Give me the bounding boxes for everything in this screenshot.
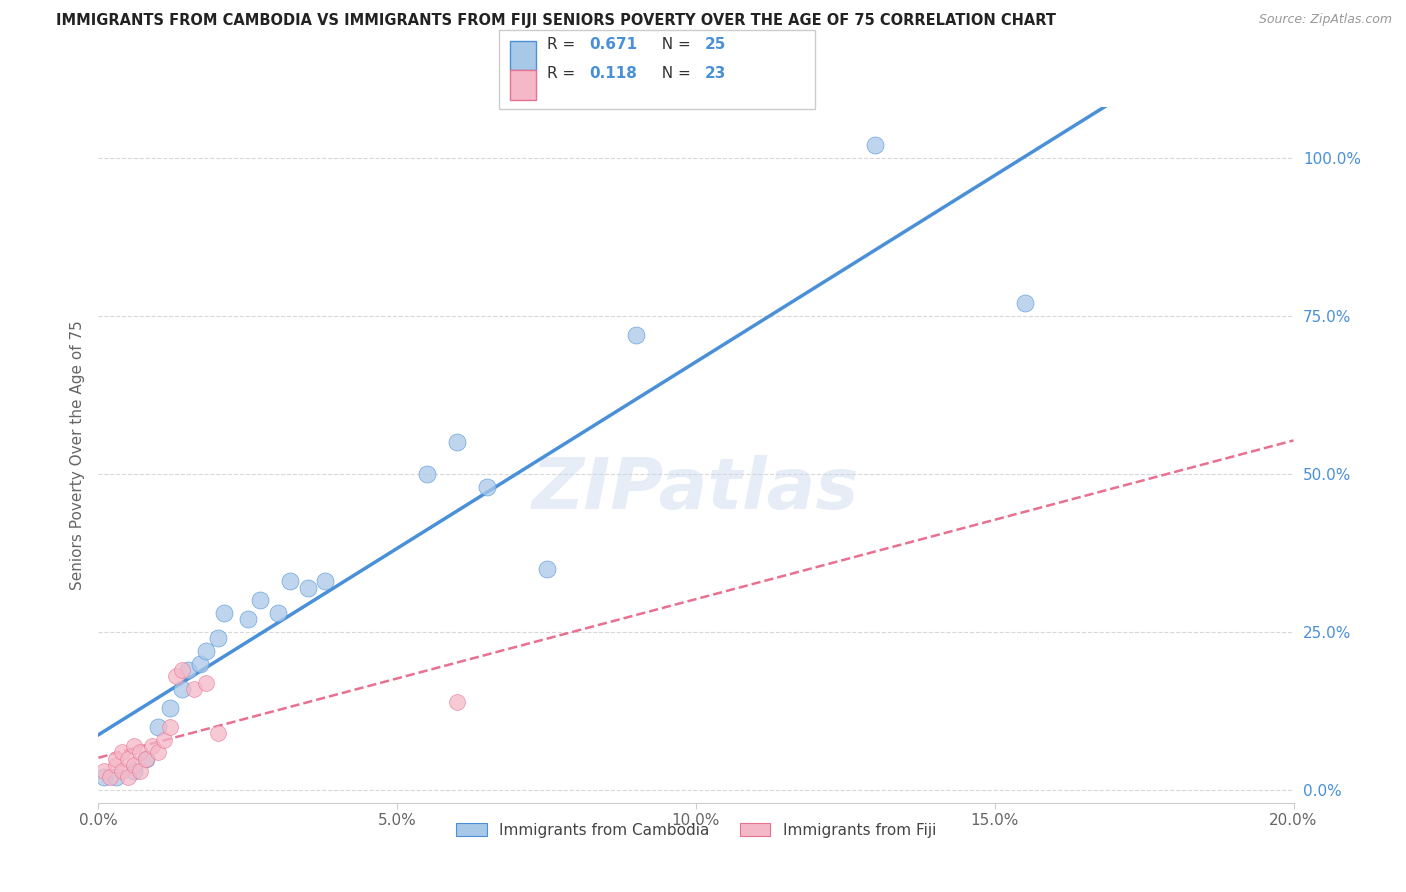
Point	[135, 751, 157, 765]
Point	[236, 612, 259, 626]
Point	[177, 663, 200, 677]
Point	[446, 695, 468, 709]
Point	[278, 574, 301, 589]
Point	[416, 467, 439, 481]
Point	[195, 675, 218, 690]
Point	[148, 720, 170, 734]
Point	[124, 764, 146, 779]
Point	[93, 764, 115, 779]
Y-axis label: Seniors Poverty Over the Age of 75: Seniors Poverty Over the Age of 75	[69, 320, 84, 590]
Point	[98, 771, 122, 785]
Text: IMMIGRANTS FROM CAMBODIA VS IMMIGRANTS FROM FIJI SENIORS POVERTY OVER THE AGE OF: IMMIGRANTS FROM CAMBODIA VS IMMIGRANTS F…	[56, 13, 1056, 29]
Point	[135, 751, 157, 765]
Point	[195, 644, 218, 658]
Point	[536, 562, 558, 576]
Point	[865, 138, 887, 153]
Point	[141, 739, 163, 753]
Point	[117, 771, 139, 785]
Point	[117, 751, 139, 765]
Point	[1014, 296, 1036, 310]
Point	[129, 745, 152, 759]
Point	[249, 593, 271, 607]
Text: ZIPatlas: ZIPatlas	[533, 455, 859, 524]
Point	[267, 606, 290, 620]
Text: 0.118: 0.118	[589, 66, 637, 81]
Point	[165, 669, 187, 683]
Point	[297, 581, 319, 595]
Point	[124, 757, 146, 772]
Point	[93, 771, 115, 785]
Point	[183, 681, 205, 696]
Text: N =: N =	[652, 66, 696, 81]
Text: 23: 23	[704, 66, 725, 81]
Text: 0.671: 0.671	[589, 37, 637, 53]
Point	[446, 435, 468, 450]
Point	[315, 574, 337, 589]
Point	[212, 606, 235, 620]
Point	[111, 764, 134, 779]
Point	[626, 327, 648, 342]
Point	[207, 726, 229, 740]
Point	[148, 745, 170, 759]
Point	[207, 632, 229, 646]
Point	[159, 701, 181, 715]
Text: 25: 25	[704, 37, 725, 53]
Point	[153, 732, 176, 747]
Text: N =: N =	[652, 37, 696, 53]
Point	[105, 751, 128, 765]
Point	[159, 720, 181, 734]
Point	[111, 745, 134, 759]
Point	[172, 681, 194, 696]
Text: R =: R =	[547, 66, 581, 81]
Point	[475, 479, 498, 493]
Text: R =: R =	[547, 37, 581, 53]
Text: Source: ZipAtlas.com: Source: ZipAtlas.com	[1258, 13, 1392, 27]
Point	[129, 764, 152, 779]
Point	[188, 657, 211, 671]
Point	[124, 739, 146, 753]
Legend: Immigrants from Cambodia, Immigrants from Fiji: Immigrants from Cambodia, Immigrants fro…	[450, 816, 942, 844]
Point	[105, 757, 128, 772]
Point	[172, 663, 194, 677]
Point	[105, 771, 128, 785]
